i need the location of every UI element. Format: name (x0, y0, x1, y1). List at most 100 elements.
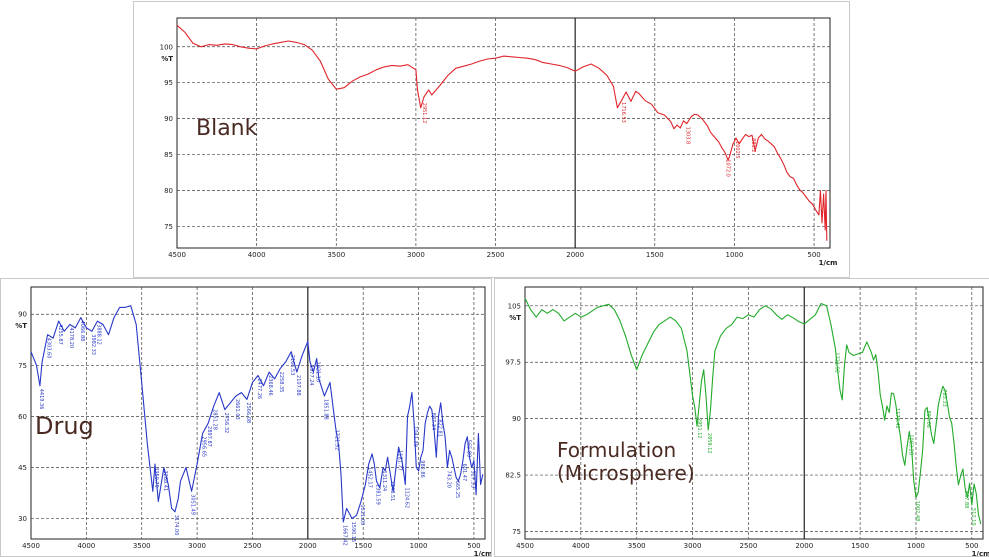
peak-label: 1072.0 (725, 159, 731, 177)
x-tick-label: 3500 (628, 542, 646, 550)
y-tick-label: 97.5 (505, 359, 521, 367)
y-tick-label: 75 (18, 362, 27, 370)
peak-label: 822.81 (436, 419, 442, 437)
peak-label: 1721.92 (333, 430, 339, 451)
drug-chart-panel: 4500 4000 3500 3000 2500 2000 1500 1000 500 1/cm 3… (0, 278, 492, 557)
peak-label: 2897.87 (206, 426, 212, 447)
peak-label: 2107.88 (295, 375, 301, 396)
x-tick-label: 4000 (248, 251, 266, 259)
peak-label: 763.33 (941, 389, 947, 407)
peak-label: 2566.08 (245, 402, 251, 423)
y-tick-label: 95 (164, 79, 173, 87)
y-tick-label: 90 (164, 115, 173, 123)
peak-label: 881.2 (750, 138, 756, 152)
x-tick-label: 2500 (244, 542, 262, 550)
spectrum-line (524, 298, 982, 525)
x-tick-label: 3000 (188, 542, 206, 550)
peak-label: 567.88 (963, 491, 969, 509)
peak-label: 2368.46 (267, 375, 273, 396)
peak-label: 1041.39 (412, 426, 418, 447)
y-tick-label: 45 (18, 464, 27, 472)
peak-label: 3888.12 (95, 324, 101, 345)
peak-label: 665.25 (454, 481, 460, 499)
peak-label: 2951.12 (421, 103, 427, 124)
x-tick-label: 4500 (516, 542, 534, 550)
x-tick-label: 500 (467, 542, 480, 550)
y-tick-label: 100 (160, 43, 173, 51)
x-tick-label: 4000 (572, 542, 590, 550)
peak-label: 1083.28 (907, 434, 913, 455)
y-tick-label: 90 (512, 415, 521, 423)
peak-label: 4419.36 (38, 389, 44, 410)
peak-label: 4303.60 (46, 338, 52, 359)
x-tick-label: 1500 (851, 542, 869, 550)
peak-label: 2756.32 (223, 413, 229, 434)
spectrum-line (176, 24, 828, 241)
x-tick-label: 1500 (354, 542, 372, 550)
peak-label: 512.10 (970, 508, 976, 526)
x-unit-label: 1/cm (819, 259, 838, 267)
x-tick-label: 500 (807, 251, 820, 259)
x-tick-label: 2500 (740, 542, 758, 550)
peak-label: 2477.26 (256, 379, 262, 400)
x-unit-label: 1/cm (474, 550, 491, 556)
formulation-chart-panel: 4500 4000 3500 3000 2500 2000 1500 1000 500 1/cm 7… (494, 278, 989, 557)
y-unit-label: %T (161, 55, 173, 63)
x-tick-label: 1000 (410, 542, 428, 550)
peak-label: 1921.10 (315, 361, 321, 382)
peak-label: 2661.03 (234, 399, 240, 420)
y-tick-label: 60 (18, 413, 27, 421)
peak-label: 1124.62 (403, 487, 409, 508)
y-tick-label: 30 (18, 515, 27, 523)
x-tick-label: 3000 (684, 542, 702, 550)
y-tick-label: 82.5 (505, 472, 521, 480)
x-tick-label: 1000 (726, 251, 744, 259)
x-tick-label: 1500 (646, 251, 664, 259)
peak-label: 1311.24 (381, 471, 387, 492)
plot-frame (524, 286, 984, 540)
blank-chart-panel: 4500 4000 3500 3000 2500 2000 1500 1000 500 1/cm 7… (133, 1, 850, 278)
peak-label: 1303.8 (685, 127, 691, 145)
peak-label: 565.89 (465, 440, 471, 458)
y-tick-label: 85 (164, 151, 173, 159)
peak-label: 1178.42 (894, 408, 900, 429)
peak-label: 982.86 (419, 460, 425, 478)
plot-frame (30, 286, 486, 540)
panel-label-blank: Blank (196, 116, 258, 141)
x-tick-label: 2000 (795, 542, 813, 550)
peak-label: 743.20 (445, 470, 451, 488)
peak-label: 1716.53 (620, 102, 626, 123)
peak-label: 1667.42 (341, 525, 347, 546)
peak-label: 897.06 (925, 410, 931, 428)
peak-label: 3051.49 (190, 494, 196, 515)
x-tick-label: 4500 (168, 251, 186, 259)
y-tick-label: 80 (164, 187, 173, 195)
peak-label: 1590.15 (350, 522, 356, 543)
y-tick-label: 105 (508, 302, 521, 310)
peak-label: 4066.88 (79, 321, 85, 342)
peak-label: 2951.12 (696, 418, 702, 439)
peak-label: 2859.12 (706, 433, 712, 454)
peak-label: 4255.87 (57, 324, 63, 345)
x-tick-label: 4000 (77, 542, 95, 550)
peak-label: 1248.51 (389, 481, 395, 502)
peak-label: 1002.48 (914, 501, 920, 522)
peak-label: 2956.65 (201, 436, 207, 457)
peak-label: 1521.03 (359, 504, 365, 525)
peak-label: 4178.20 (68, 327, 74, 348)
peak-label: 3288.41 (162, 470, 168, 491)
peak-label: 1002.5 (734, 141, 740, 159)
x-tick-label: 2500 (487, 251, 505, 259)
y-tick-label: 75 (164, 223, 173, 231)
x-tick-label: 3500 (327, 251, 345, 259)
spectrum-line (30, 305, 484, 523)
peak-label: 2258.35 (278, 372, 284, 393)
peak-label: 2166.53 (289, 355, 295, 376)
peak-label: 527.33 (470, 471, 476, 489)
x-unit-label: 1/cm (972, 550, 989, 556)
plot-frame (176, 17, 831, 249)
x-tick-label: 2000 (566, 251, 584, 259)
